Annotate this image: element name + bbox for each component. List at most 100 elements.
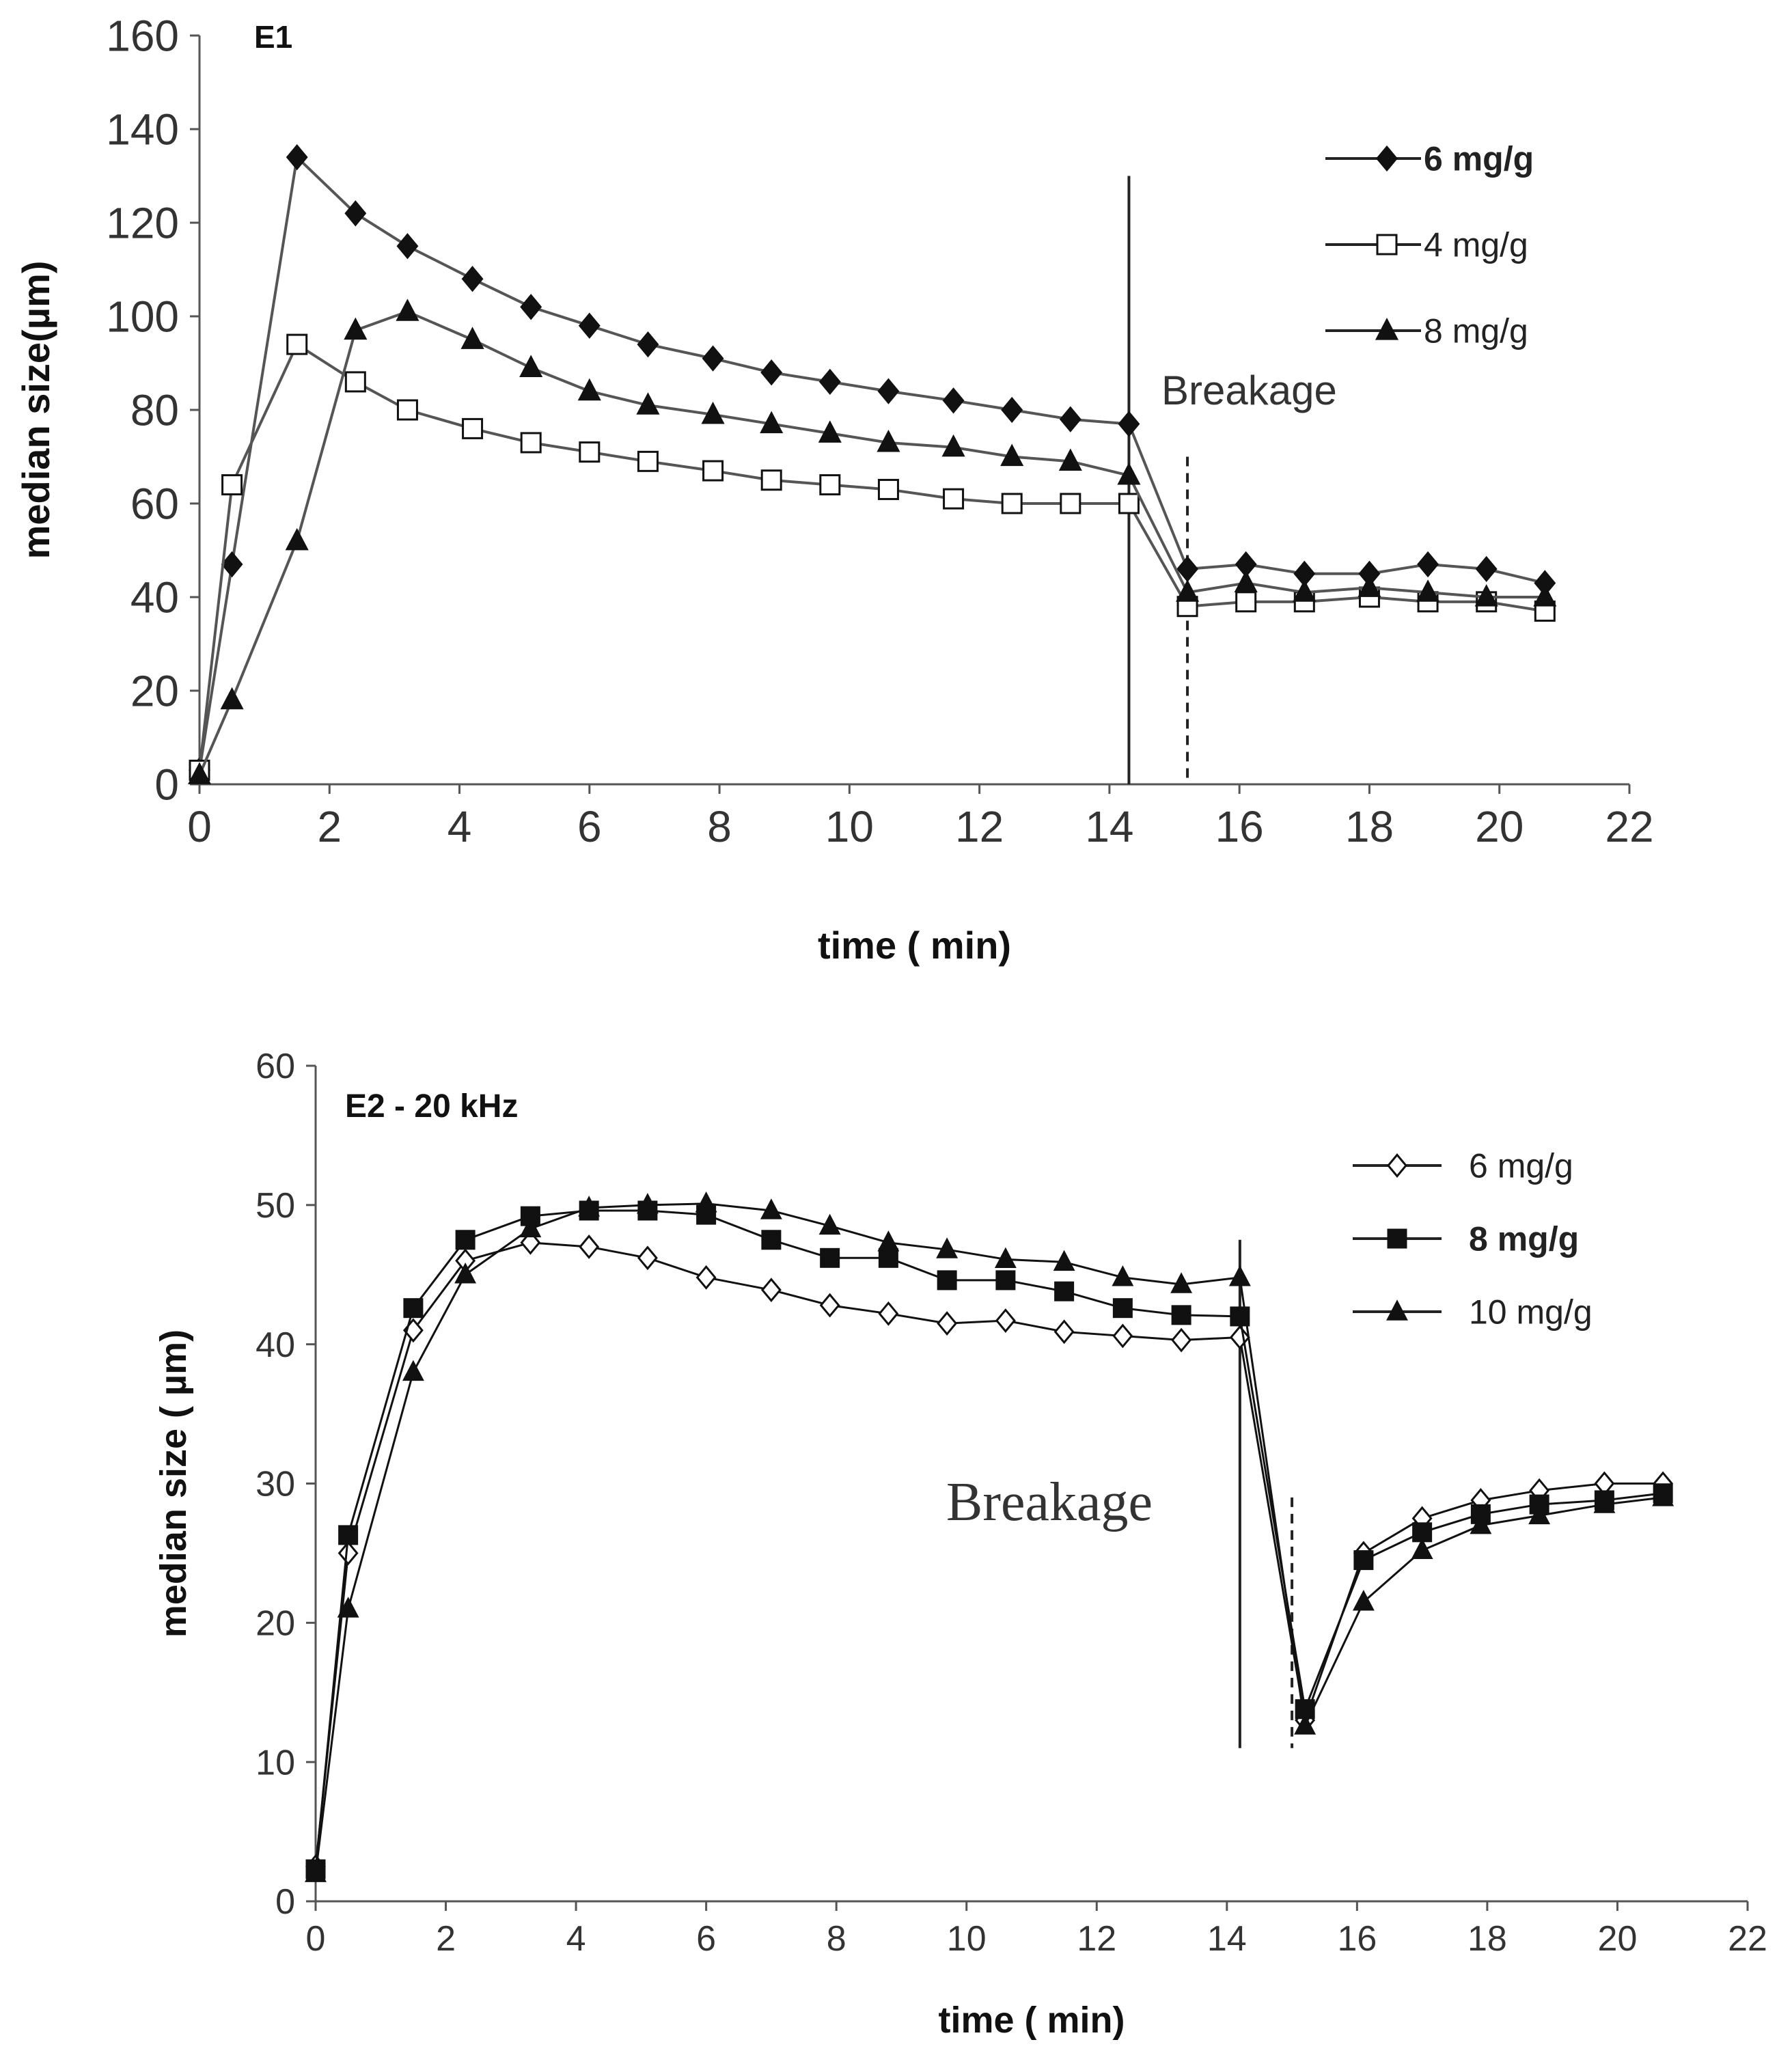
x-tick-label: 12 <box>1077 1919 1116 1959</box>
y-tick-label: 100 <box>106 292 179 341</box>
data-point <box>1411 1538 1433 1560</box>
data-point <box>941 434 965 457</box>
legend-label: 4 mg/g <box>1424 226 1528 264</box>
data-point <box>702 460 724 482</box>
data-point <box>1416 579 1440 602</box>
data-point <box>1171 1327 1192 1353</box>
x-tick-label: 14 <box>1207 1919 1247 1959</box>
data-point <box>577 378 601 401</box>
data-point <box>1112 1298 1133 1319</box>
data-point <box>460 327 484 349</box>
data-point <box>461 266 484 292</box>
data-point <box>337 1597 359 1618</box>
x-tick-label: 6 <box>577 802 602 851</box>
legend-label: 10 mg/g <box>1469 1293 1593 1332</box>
legend-label: 8 mg/g <box>1424 312 1528 350</box>
x-tick-label: 22 <box>1605 802 1653 851</box>
data-point <box>1470 1513 1492 1534</box>
series-4-mg-g <box>189 333 1556 781</box>
data-point <box>1058 448 1082 471</box>
data-point <box>578 1196 601 1217</box>
legend-marker <box>1375 318 1399 340</box>
data-point <box>454 1262 477 1284</box>
series-line <box>314 1241 1664 1867</box>
series-line <box>198 310 1545 776</box>
data-point <box>1528 1503 1551 1525</box>
y-tick-label: 60 <box>256 1047 295 1086</box>
data-point <box>579 1235 600 1259</box>
data-point <box>1053 1250 1075 1271</box>
data-point <box>1357 575 1381 597</box>
breakage-annotation: Breakage <box>946 1472 1153 1532</box>
data-point <box>819 1293 840 1318</box>
y-axis-title: median size ( µm) <box>153 1329 194 1638</box>
data-point <box>994 1247 1017 1269</box>
data-point <box>187 762 212 784</box>
data-point <box>878 1301 899 1326</box>
data-point <box>1474 584 1498 607</box>
legend-marker <box>1386 1299 1408 1321</box>
data-point <box>396 399 418 421</box>
data-point <box>760 1198 782 1219</box>
data-point <box>761 1230 782 1250</box>
data-point <box>942 387 965 414</box>
chart-title: E1 <box>254 19 292 55</box>
chart-title: E2 - 20 kHz <box>345 1088 518 1125</box>
data-point <box>701 401 725 424</box>
y-tick-label: 80 <box>130 385 179 435</box>
data-point <box>637 331 659 358</box>
data-point <box>519 1216 542 1238</box>
x-tick-label: 0 <box>306 1919 326 1959</box>
data-point <box>1001 493 1023 514</box>
chart-panel-2: 0 10 20 30 40 50 60 0 2 4 6 8 10 12 14 16 18 20 22 time ( m… <box>153 1047 1767 2041</box>
x-tick-label: 10 <box>947 1919 987 1959</box>
data-point <box>636 1193 659 1214</box>
data-point <box>579 441 601 463</box>
x-tick-label: 14 <box>1085 802 1133 851</box>
data-point <box>818 1213 841 1235</box>
x-tick-label: 20 <box>1598 1919 1638 1959</box>
data-point <box>403 1298 424 1319</box>
breakage-annotation: Breakage <box>1161 368 1337 413</box>
data-point <box>1171 1305 1191 1325</box>
data-point <box>1593 1492 1616 1513</box>
data-point <box>1060 493 1081 514</box>
data-point <box>1652 1485 1674 1506</box>
data-point <box>1417 551 1439 578</box>
data-point <box>221 474 243 496</box>
legend-label: 8 mg/g <box>1469 1220 1579 1258</box>
x-axis-title: time ( min) <box>938 2000 1125 2041</box>
data-point <box>818 368 841 396</box>
data-point <box>1112 1323 1133 1349</box>
y-tick-label: 40 <box>256 1325 295 1365</box>
data-point <box>1118 411 1140 437</box>
legend-label: 6 mg/g <box>1469 1147 1573 1185</box>
x-tick-label: 18 <box>1345 802 1394 851</box>
data-point <box>877 429 900 452</box>
legend-marker <box>1376 145 1398 172</box>
data-point <box>760 411 784 434</box>
legend-label: 6 mg/g <box>1424 140 1534 178</box>
data-point <box>637 450 659 472</box>
x-tick-label: 2 <box>436 1919 456 1959</box>
data-point <box>396 233 419 260</box>
x-tick-label: 10 <box>825 802 874 851</box>
data-point <box>221 551 243 578</box>
x-tick-label: 16 <box>1215 802 1264 851</box>
data-point <box>344 371 366 393</box>
y-tick-label: 20 <box>256 1604 295 1644</box>
series-line <box>314 1202 1664 1874</box>
x-tick-label: 8 <box>707 802 732 851</box>
data-point <box>760 359 783 386</box>
data-point <box>1176 579 1200 602</box>
data-point <box>220 687 244 710</box>
legend-marker <box>1376 234 1398 256</box>
series-8-mg-g <box>187 299 1557 784</box>
data-point <box>1412 1522 1433 1543</box>
data-point <box>396 299 419 321</box>
data-point <box>1235 591 1257 613</box>
data-point <box>520 294 542 320</box>
data-point <box>695 1191 717 1213</box>
x-tick-label: 22 <box>1728 1919 1767 1959</box>
y-tick-label: 60 <box>130 479 179 528</box>
